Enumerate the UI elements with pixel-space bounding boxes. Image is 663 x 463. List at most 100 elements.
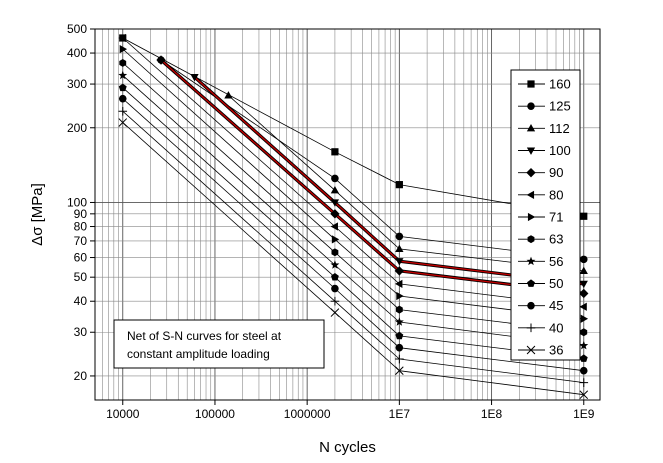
x-axis: 10000 100000 1000000 1E7 1E8 1E9 — [106, 400, 595, 421]
annotation-line: Net of S-N curves for steel at — [127, 329, 282, 343]
legend-label: 80 — [549, 187, 563, 202]
series-line — [122, 98, 584, 372]
series-line — [160, 59, 584, 295]
series-90 — [156, 55, 589, 299]
series-line — [228, 95, 584, 272]
data-point — [395, 279, 403, 288]
legend-marker — [526, 256, 536, 266]
data-point — [395, 258, 404, 266]
y-tick-label: 100 — [67, 195, 87, 209]
plot-frame — [94, 28, 601, 401]
data-point — [331, 174, 339, 183]
legend-item-71: 71 — [518, 210, 563, 225]
data-point — [579, 280, 588, 289]
legend-label: 63 — [549, 232, 563, 247]
x-tick-label: 1E7 — [389, 407, 411, 421]
data-point — [156, 55, 166, 65]
series-lines — [118, 33, 589, 400]
series-40 — [118, 106, 589, 387]
y-axis-title: Δσ [MPa] — [29, 183, 46, 246]
x-tick-label: 1E9 — [573, 407, 595, 421]
data-point — [395, 366, 404, 376]
legend-marker — [526, 345, 536, 355]
series-line — [122, 48, 584, 320]
y-tick-label: 90 — [74, 207, 88, 221]
series-56 — [118, 70, 589, 350]
y-tick-label: 80 — [74, 220, 88, 234]
data-point — [579, 366, 588, 375]
y-tick-label: 20 — [74, 369, 88, 383]
legend-item-125: 125 — [518, 99, 571, 114]
legend-label: 112 — [549, 121, 570, 136]
series-line — [122, 75, 584, 346]
data-point — [396, 291, 404, 301]
y-tick-label: 40 — [74, 294, 88, 308]
data-point — [118, 83, 127, 92]
data-point — [580, 212, 588, 220]
legend-label: 45 — [549, 298, 563, 313]
data-point — [118, 106, 128, 116]
data-point — [190, 74, 199, 82]
y-tick-label: 200 — [67, 121, 87, 135]
series-line — [122, 122, 584, 396]
legend: 160 125 112 100 90 80 71 63 56 50 45 40 36 — [510, 69, 581, 361]
series-line — [122, 62, 584, 333]
data-point — [331, 235, 340, 244]
series-100 — [190, 74, 588, 289]
y-tick-label: 300 — [67, 77, 87, 91]
series-112 — [224, 91, 588, 274]
legend-item-45: 45 — [518, 298, 563, 313]
data-point — [330, 199, 340, 207]
legend-item-80: 80 — [518, 187, 563, 202]
legend-marker — [526, 167, 536, 178]
data-point — [330, 308, 340, 317]
data-point — [579, 266, 588, 274]
legend-item-100: 100 — [518, 143, 571, 158]
data-point — [118, 118, 128, 127]
series-line — [122, 87, 584, 359]
data-point — [395, 331, 404, 340]
data-point — [579, 354, 588, 362]
series-45 — [118, 94, 588, 375]
data-point — [330, 185, 340, 194]
data-point — [119, 44, 128, 54]
legend-label: 71 — [549, 210, 563, 225]
annotation-box: Net of S-N curves for steel at constant … — [113, 319, 325, 369]
legend-label: 56 — [549, 254, 563, 269]
data-point — [330, 222, 338, 231]
data-point — [395, 343, 404, 352]
series-80 — [118, 33, 587, 311]
data-point — [579, 255, 588, 264]
legend-marker — [527, 212, 536, 222]
y-tick-label: 400 — [67, 46, 87, 60]
data-point — [394, 266, 405, 276]
legend-marker — [527, 301, 535, 310]
legend-item-50: 50 — [518, 276, 563, 291]
series-line — [122, 111, 584, 383]
legend-label: 100 — [549, 143, 571, 158]
data-point — [395, 232, 404, 241]
legend-item-40: 40 — [518, 320, 563, 335]
series-line — [160, 59, 584, 260]
legend-marker — [527, 279, 535, 287]
series-line — [122, 37, 584, 308]
data-point — [579, 288, 589, 299]
y-tick-label: 60 — [74, 251, 88, 265]
x-tick-label: 100000 — [195, 407, 235, 421]
series-63 — [119, 58, 588, 337]
data-point — [331, 248, 339, 257]
data-point — [395, 181, 403, 189]
legend-item-56: 56 — [518, 254, 563, 269]
series-line — [194, 76, 584, 285]
legend-item-160: 160 — [518, 77, 571, 92]
legend-label: 36 — [549, 343, 563, 358]
series-50 — [118, 83, 588, 362]
legend-marker — [526, 323, 536, 333]
legend-label: 125 — [549, 99, 571, 114]
series-71 — [119, 44, 589, 323]
data-point — [395, 354, 404, 364]
legend-marker — [527, 235, 535, 244]
data-point — [330, 209, 340, 219]
data-point — [580, 328, 588, 337]
